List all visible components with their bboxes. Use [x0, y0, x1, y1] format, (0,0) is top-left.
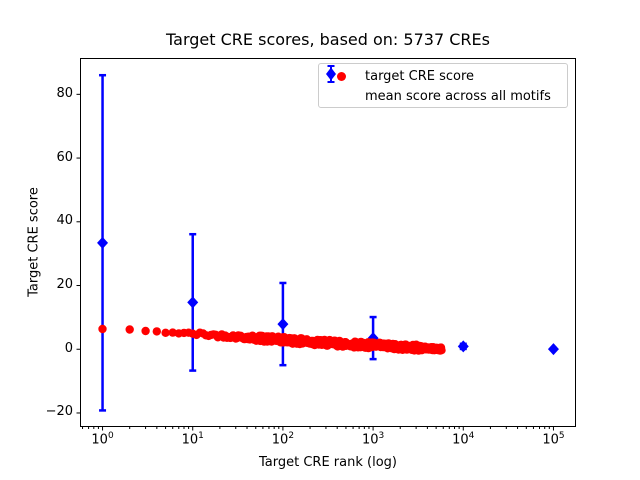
y-tick-label: 60: [56, 149, 73, 165]
red-dot-marker: [437, 346, 446, 355]
axis-ticks: [76, 93, 554, 431]
mean-score-series: [97, 73, 559, 412]
x-tick-label: 104: [452, 431, 475, 448]
chart-title: Target CRE scores, based on: 5737 CREs: [166, 30, 490, 49]
blue-diamond-marker: [277, 318, 289, 331]
legend-label-mean: mean score across all motifs: [365, 88, 551, 104]
red-dot-marker: [168, 328, 177, 337]
legend-mean-marker-icon: [326, 65, 353, 106]
y-tick-label: 0: [64, 340, 73, 356]
target-score-series: [98, 324, 446, 355]
x-tick-label: 100: [91, 431, 114, 448]
red-dot-marker: [98, 324, 107, 334]
blue-diamond-marker: [97, 236, 109, 249]
blue-diamond-marker: [547, 343, 559, 356]
blue-diamond-marker: [457, 340, 469, 353]
x-tick-label: 105: [542, 431, 565, 448]
x-tick-label: 101: [181, 431, 204, 448]
blue-diamond-marker: [187, 296, 199, 309]
red-dot-marker: [141, 326, 150, 336]
y-tick-label: 40: [56, 213, 73, 229]
legend-label-target: target CRE score: [365, 68, 475, 84]
axes-spines: [80, 58, 576, 427]
legend-target-marker-icon: [329, 66, 353, 86]
y-tick-label: −20: [45, 404, 73, 420]
x-axis-label: Target CRE rank (log): [259, 455, 397, 470]
legend-item-mean-score: mean score across all motifs: [319, 65, 567, 106]
y-axis-label: Target CRE score: [26, 187, 42, 297]
red-dot-marker: [161, 328, 170, 337]
x-tick-label: 102: [271, 431, 295, 448]
y-tick-label: 80: [56, 85, 73, 101]
legend-item-target-cre-score: target CRE score: [319, 66, 567, 86]
red-dot-marker: [125, 325, 134, 334]
red-dot-marker: [152, 327, 161, 336]
legend: target CRE score mean score across all m…: [318, 63, 568, 108]
x-tick-label: 103: [361, 431, 385, 448]
y-tick-label: 20: [56, 277, 73, 293]
